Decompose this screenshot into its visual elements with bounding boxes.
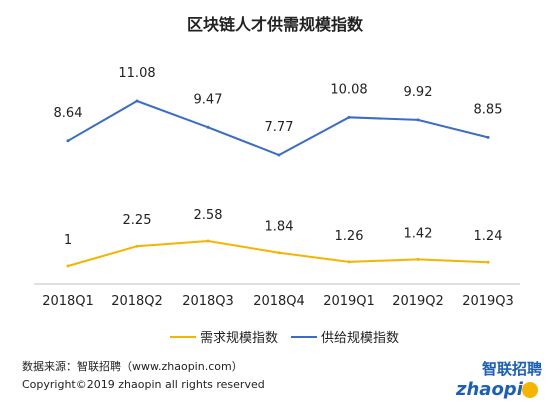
data-label: 10.08 (330, 82, 367, 97)
data-label: 9.92 (404, 85, 433, 100)
x-tick-label: 2019Q2 (392, 294, 444, 309)
x-tick-label: 2018Q2 (111, 294, 163, 309)
data-point (277, 153, 281, 157)
data-label: 1.84 (265, 220, 294, 235)
data-point (347, 115, 351, 119)
data-label: 2.25 (123, 213, 152, 228)
data-point (66, 139, 70, 143)
data-point (486, 135, 490, 139)
data-label: 1.26 (335, 229, 364, 244)
data-label: 8.85 (474, 102, 503, 117)
zhaopin-logo: 智联招聘 zhaopin (455, 360, 542, 400)
logo-dot (522, 382, 538, 398)
data-label: 1.24 (474, 229, 503, 244)
data-point (206, 125, 210, 129)
data-point (66, 264, 70, 268)
copyright-note: Copyright©2019 zhaopin all rights reserv… (22, 378, 265, 391)
x-tick-label: 2018Q3 (182, 294, 234, 309)
data-label: 2.58 (194, 208, 223, 223)
data-label: 8.64 (54, 106, 83, 121)
data-point (347, 260, 351, 264)
logo-text-en: zhaopin (455, 379, 536, 400)
data-label: 7.77 (265, 120, 294, 135)
legend-label: 需求规模指数 (200, 331, 278, 346)
x-tick-label: 2019Q1 (323, 294, 375, 309)
logo-text-cn: 智联招聘 (482, 360, 542, 378)
x-tick-label: 2019Q3 (462, 294, 514, 309)
data-point (135, 99, 139, 103)
data-point (277, 251, 281, 255)
legend-label: 供给规模指数 (321, 331, 399, 346)
x-tick-label: 2018Q1 (42, 294, 94, 309)
data-label: 11.08 (118, 66, 155, 81)
data-point (486, 260, 490, 264)
chart-title: 区块链人才供需规模指数 (187, 15, 364, 34)
data-label: 1 (64, 233, 72, 248)
data-point (206, 239, 210, 243)
data-point (135, 244, 139, 248)
data-label: 1.42 (404, 226, 433, 241)
source-note: 数据来源：智联招聘（www.zhaopin.com） (22, 360, 243, 373)
data-label: 9.47 (194, 92, 223, 107)
data-point (416, 118, 420, 122)
x-tick-label: 2018Q4 (253, 294, 305, 309)
data-point (416, 257, 420, 261)
